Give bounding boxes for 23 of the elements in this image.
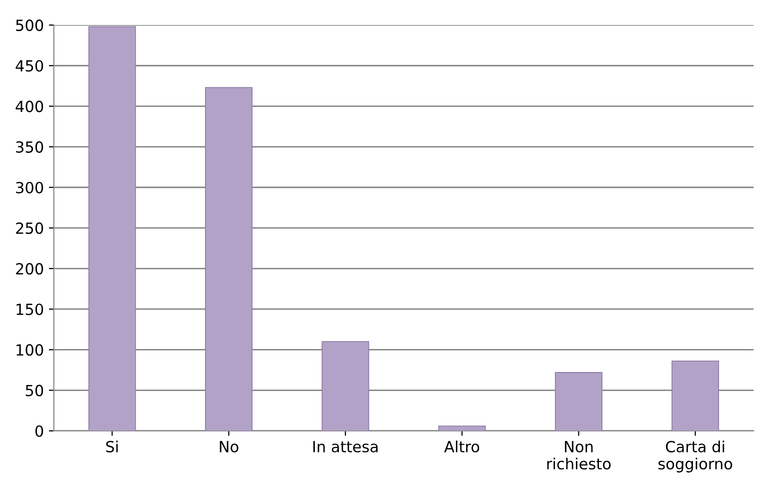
bar — [88, 26, 136, 431]
bar — [205, 87, 253, 431]
y-tick-label: 150 — [16, 304, 44, 316]
bar — [672, 360, 720, 431]
y-tick-label: 250 — [16, 222, 44, 234]
y-tick-label: 450 — [16, 60, 44, 72]
x-tick-label: Si — [106, 440, 118, 452]
y-tick-label: 50 — [26, 384, 44, 396]
x-tick-label: In attesa — [313, 441, 378, 452]
bar — [322, 341, 370, 431]
y-tick-label: 200 — [16, 263, 44, 275]
y-tick-label: 400 — [16, 100, 44, 112]
y-tick-label: 0 — [35, 425, 44, 437]
y-tick-label: 350 — [16, 141, 44, 153]
y-tick-label: 300 — [16, 182, 44, 194]
x-tick-label: Non richiesto — [547, 441, 611, 470]
bar — [438, 426, 486, 431]
y-tick-label: 100 — [16, 344, 44, 356]
x-tick-label: Carta di soggiorno — [658, 440, 732, 472]
x-tick-label: Altro — [444, 440, 480, 452]
x-tick-label: No — [220, 441, 238, 452]
y-tick-label: 500 — [16, 20, 44, 32]
bar — [554, 372, 602, 431]
